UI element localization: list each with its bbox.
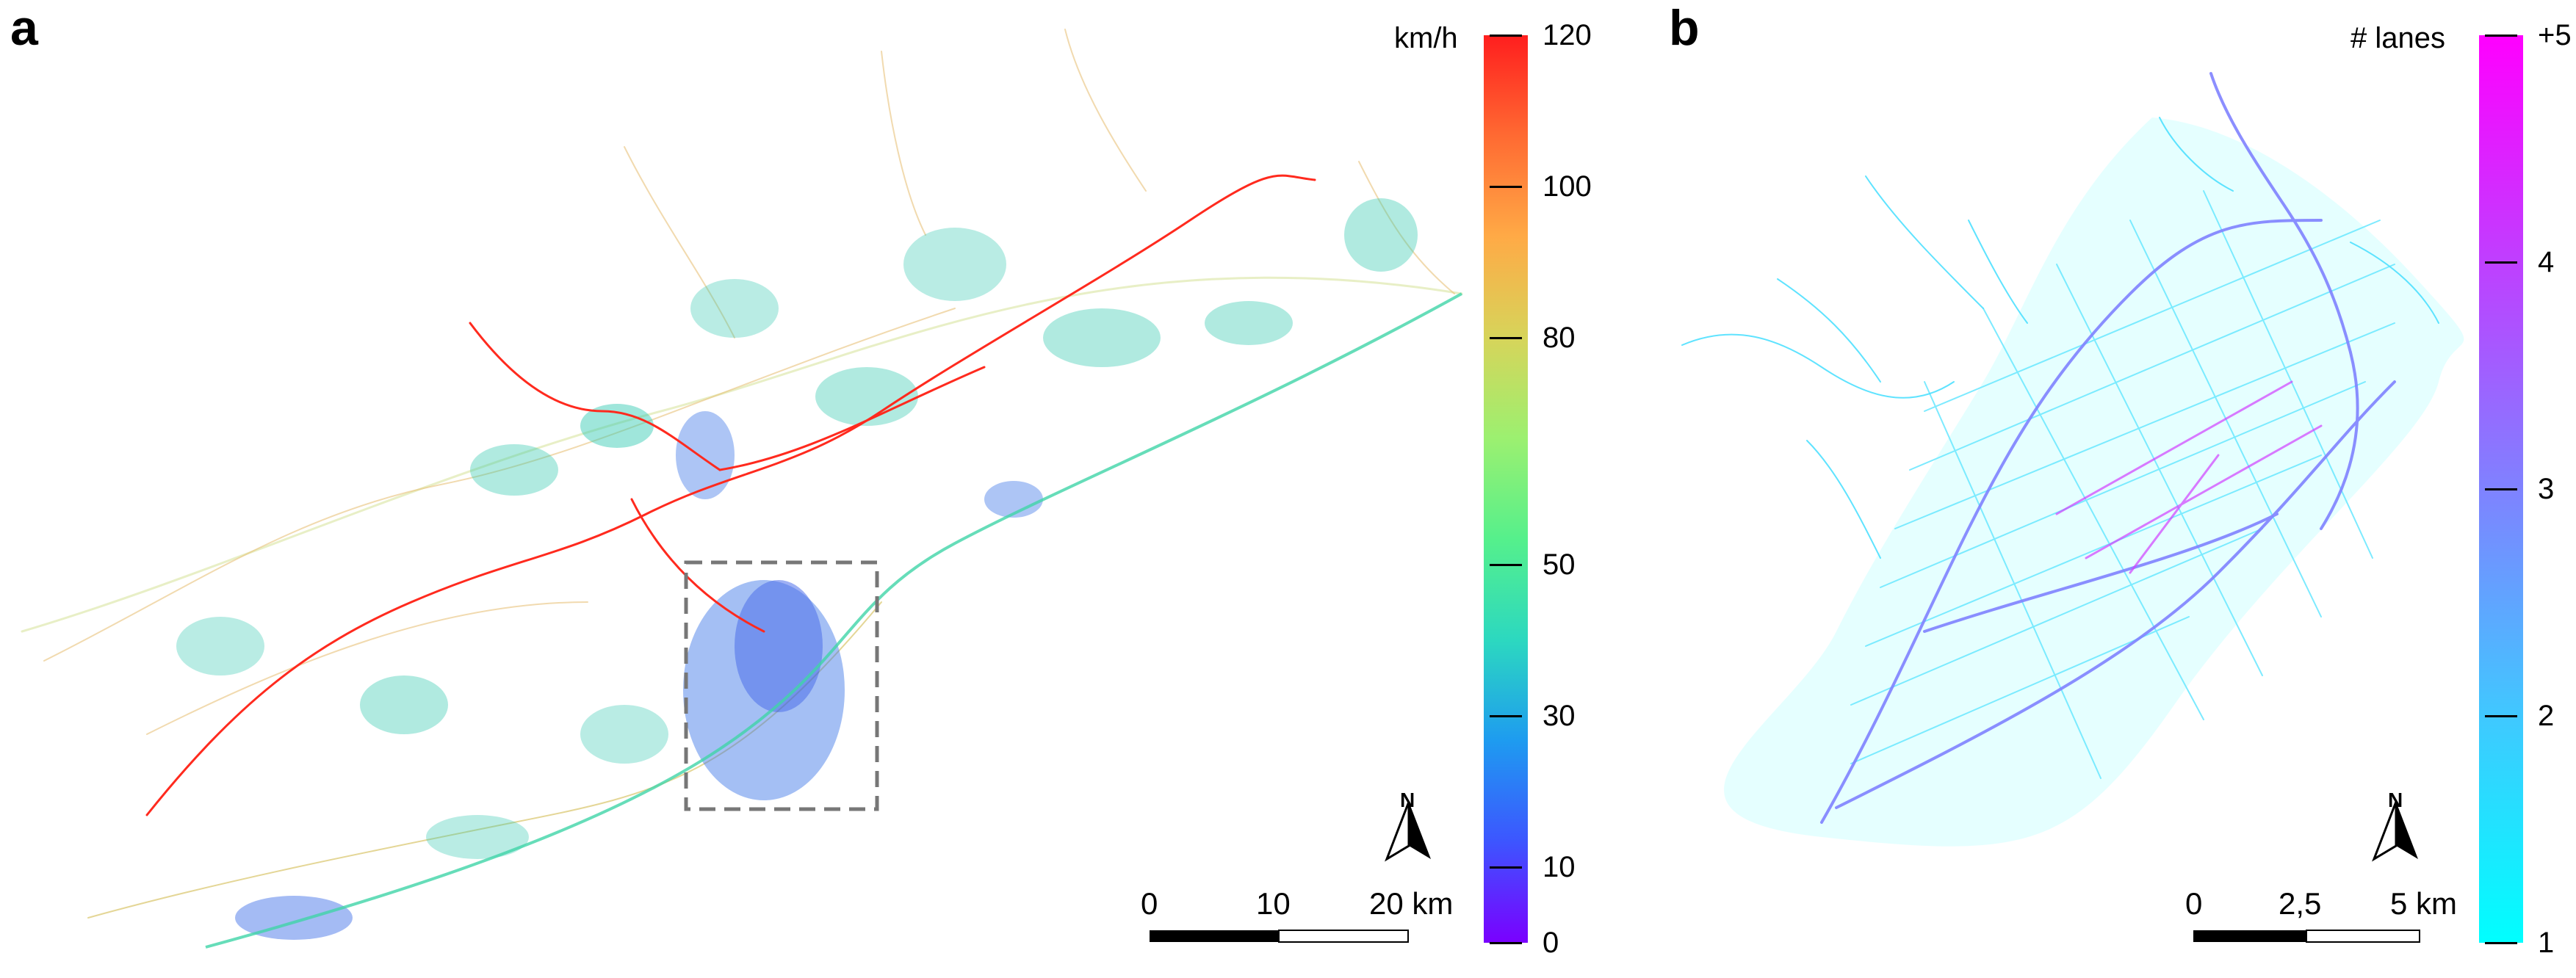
panel-a-colorbar-tick-mark <box>1490 563 1522 566</box>
panel-a-colorbar <box>1484 35 1528 943</box>
panel-a-colorbar-tick-label: 50 <box>1543 548 1576 581</box>
panel-a-letter: a <box>10 0 38 56</box>
panel-a-colorbar-tick-label: 0 <box>1543 927 1559 959</box>
panel-b-colorbar-tick-mark <box>2485 941 2517 944</box>
panel-b-scale-label-0: 0 <box>2185 886 2203 921</box>
panel-a-colorbar-tick-label: 30 <box>1543 700 1576 732</box>
panel-a-north-label: N <box>1400 789 1415 811</box>
panel-a-colorbar-tick-label: 80 <box>1543 322 1576 354</box>
panel-b-colorbar-tick-mark <box>2485 488 2517 490</box>
panel-b-colorbar-tick-label: 1 <box>2538 927 2555 959</box>
panel-b-colorbar-unit: # lanes <box>2350 22 2445 54</box>
panel-b-colorbar-tick-mark <box>2485 261 2517 264</box>
panel-a-scale-label-1: 10 <box>1256 886 1291 921</box>
panel-b-colorbar-tick-mark <box>2485 34 2517 37</box>
panel-a-urban-clusters <box>176 198 1418 940</box>
panel-a-colorbar-tick-mark <box>1490 336 1522 339</box>
panel-a-colorbar-unit: km/h <box>1394 22 1458 54</box>
panel-b-letter: b <box>1669 0 1700 56</box>
panel-b-scale-label-2: 5 km <box>2390 886 2458 921</box>
panel-a-colorbar-tick-label: 100 <box>1543 170 1592 203</box>
panel-b-scale-label-1: 2,5 <box>2279 886 2322 921</box>
panel-a-colorbar-tick-mark <box>1490 714 1522 717</box>
panel-b-colorbar-tick-label: +5 <box>2538 19 2572 51</box>
panel-a-colorbar-tick-label: 10 <box>1543 851 1576 883</box>
panel-a-road-network <box>21 29 1463 919</box>
panel-a-road-map <box>21 29 1463 949</box>
panel-a-colorbar-tick-mark <box>1490 185 1522 188</box>
panel-b-colorbar-tick-label: 2 <box>2538 700 2555 732</box>
panel-a-inset-box <box>684 560 879 811</box>
panel-a-north-arrow-icon <box>1385 801 1431 862</box>
panel-b-north-label: N <box>2388 789 2403 811</box>
panel-b-road-network <box>1681 72 2464 847</box>
panel-b-colorbar-tick-mark <box>2485 714 2517 717</box>
panel-b-colorbar-tick-label: 3 <box>2538 473 2555 505</box>
panel-a-scalebar <box>1150 930 1409 943</box>
panel-a-scale-label-0: 0 <box>1141 886 1158 921</box>
panel-a-colorbar-tick-mark <box>1490 34 1522 37</box>
panel-a-colorbar-tick-label: 120 <box>1543 19 1592 51</box>
panel-a-coastline <box>205 292 1462 949</box>
panel-a-scale-label-2: 20 km <box>1369 886 1454 921</box>
panel-a-colorbar-tick-mark <box>1490 941 1522 944</box>
panel-b-colorbar-tick-label: 4 <box>2538 246 2555 278</box>
panel-a-colorbar-tick-mark <box>1490 866 1522 869</box>
panel-b-scalebar <box>2193 930 2420 943</box>
